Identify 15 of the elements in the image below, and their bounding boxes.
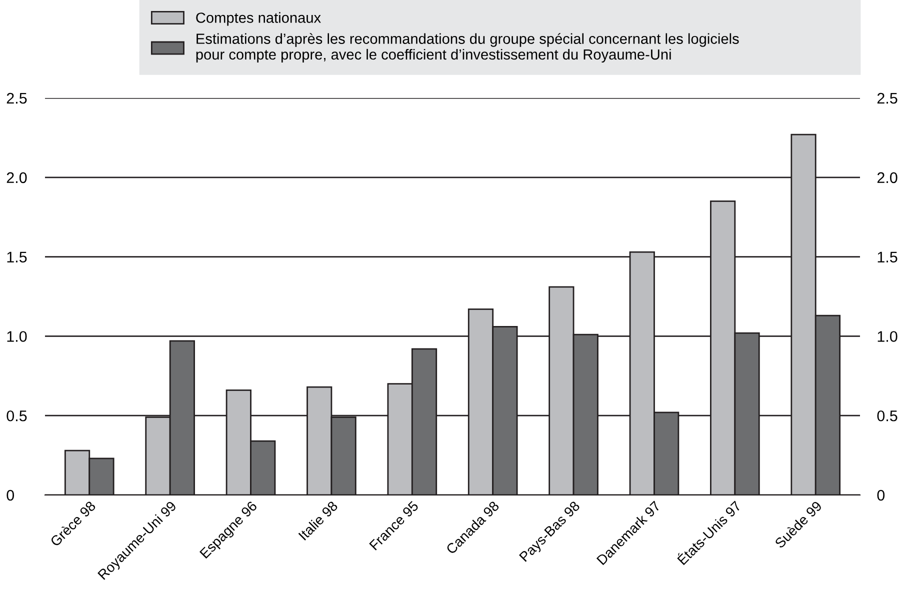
y2-tick-label: 1.5 bbox=[878, 252, 898, 262]
y-tick-label: 1.5 bbox=[7, 252, 27, 262]
y2-tick-label: 2.5 bbox=[877, 92, 898, 104]
x-tick-label: Italie 98 bbox=[298, 500, 338, 541]
legend-label: Comptes nationaux bbox=[196, 12, 321, 26]
y2-tick-label: 0.5 bbox=[877, 410, 898, 422]
y-tick-label: 0.5 bbox=[6, 410, 27, 422]
y2-tick-label: 1.0 bbox=[878, 331, 898, 342]
y-tick-label: 2.0 bbox=[6, 172, 27, 184]
y-tick-label: 1.0 bbox=[7, 331, 27, 342]
legend-label: Estimations d’après les recommandations du groupe spécial concernant les logiciels pour compte propre, avec le coefficient d’investissement du Royaume-Uni bbox=[196, 33, 739, 63]
y-tick-label: 0 bbox=[6, 490, 14, 501]
y-tick-label: 2.5 bbox=[6, 92, 27, 104]
y2-tick-label: 2.0 bbox=[877, 172, 898, 184]
y2-tick-label: 0 bbox=[877, 490, 885, 501]
